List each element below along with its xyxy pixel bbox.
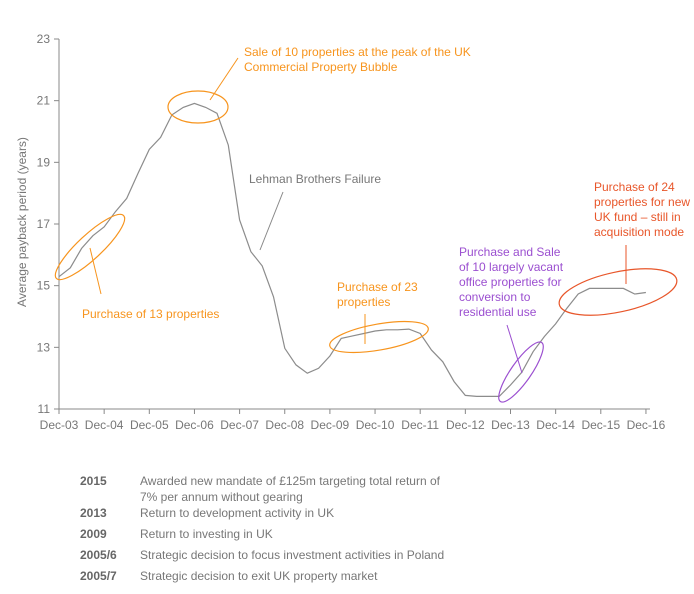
annotation-ellipse-purchase23	[329, 320, 429, 354]
annotation-ellipse-purchasesale10	[498, 341, 544, 403]
x-tick-label: Dec-05	[130, 418, 169, 432]
event-row: 2015 Awarded new mandate of £125m target…	[80, 473, 460, 505]
x-tick-label: Dec-08	[265, 418, 304, 432]
x-tick-label: Dec-04	[85, 418, 124, 432]
x-tick-label: Dec-09	[311, 418, 350, 432]
x-tick-label: Dec-15	[581, 418, 620, 432]
event-year: 2009	[80, 527, 107, 541]
x-tick-label: Dec-12	[446, 418, 485, 432]
annotation-lehman: Lehman Brothers Failure	[249, 172, 381, 186]
annotation-purchase13: Purchase of 13 properties	[82, 307, 219, 321]
event-year: 2005/7	[80, 569, 117, 583]
event-year: 2005/6	[80, 548, 117, 562]
event-year: 2013	[80, 506, 107, 520]
y-axis-label: Average payback period (years)	[15, 137, 29, 307]
y-tick-label: 11	[38, 402, 51, 416]
annotation-purchasesale10: Purchase and Sale of 10 largely vacant o…	[459, 245, 566, 319]
event-row: 2009 Return to investing in UK	[80, 526, 460, 542]
x-tick-label: Dec-10	[356, 418, 395, 432]
y-tick-label: 13	[37, 340, 51, 354]
event-row: 2005/7 Strategic decision to exit UK pro…	[80, 568, 460, 584]
y-tick-label: 19	[37, 155, 51, 169]
x-tick-label: Dec-14	[536, 418, 575, 432]
annotation-ellipse-sale10	[167, 90, 229, 124]
annotation-leader-purchasesale10	[506, 324, 523, 374]
annotation-leader-purchase13	[89, 247, 102, 295]
event-description: Return to investing in UK	[140, 527, 273, 541]
y-tick-label: 21	[37, 94, 51, 108]
x-tick-label: Dec-07	[220, 418, 259, 432]
event-description: Return to development activity in UK	[140, 506, 335, 520]
event-description: Awarded new mandate of £125m targeting t…	[140, 474, 440, 504]
y-tick-label: 23	[37, 32, 51, 46]
x-tick-label: Dec-11	[401, 418, 439, 432]
y-tick-label: 15	[37, 279, 51, 293]
x-tick-label: Dec-03	[40, 418, 79, 432]
x-tick-label: Dec-13	[491, 418, 530, 432]
event-row: 2013 Return to development activity in U…	[80, 505, 460, 521]
event-description: Strategic decision to focus investment a…	[140, 548, 445, 562]
x-tick-label: Dec-06	[175, 418, 214, 432]
event-description: Strategic decision to exit UK property m…	[140, 569, 378, 583]
annotation-leader-lehman	[259, 191, 284, 251]
payback-period-chart: 11 13 15 17 19 21 23 Dec-03 Dec-04 Dec-05 Dec-06 De…	[15, 32, 693, 432]
annotation-ellipse-purchase13	[54, 213, 126, 281]
event-year: 2015	[80, 474, 107, 488]
series-line	[58, 102, 646, 397]
y-tick-label: 17	[37, 217, 51, 231]
annotation-ellipse-purchase24	[558, 268, 678, 316]
annotation-sale10: Sale of 10 properties at the peak of the…	[244, 45, 474, 74]
annotation-purchase23: Purchase of 23 properties	[337, 280, 421, 309]
events-timeline: 2015 Awarded new mandate of £125m target…	[80, 473, 460, 589]
annotation-leader-sale10	[209, 57, 239, 101]
annotation-purchase24: Purchase of 24 properties for new UK fun…	[594, 180, 693, 239]
event-row: 2005/6 Strategic decision to focus inves…	[80, 547, 460, 563]
x-tick-label: Dec-16	[627, 418, 666, 432]
